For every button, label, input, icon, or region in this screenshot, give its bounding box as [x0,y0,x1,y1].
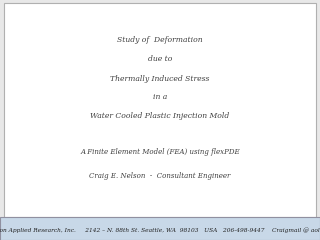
Text: in a: in a [153,93,167,101]
Text: Study of  Deformation: Study of Deformation [117,36,203,44]
Text: Water Cooled Plastic Injection Mold: Water Cooled Plastic Injection Mold [90,112,230,120]
Text: Thermally Induced Stress: Thermally Induced Stress [110,75,210,83]
Text: due to: due to [148,55,172,63]
Bar [0,217,320,240]
Text: Nelson Applied Research, Inc.     2142 – N. 88th St. Seattle, WA  98103   USA   : Nelson Applied Research, Inc. 2142 – N. … [0,227,320,233]
Text: A Finite Element Model (FEA) using flexPDE: A Finite Element Model (FEA) using flexP… [80,148,240,156]
Bar [4,3,316,217]
Text: Craig E. Nelson  -  Consultant Engineer: Craig E. Nelson - Consultant Engineer [89,172,231,180]
